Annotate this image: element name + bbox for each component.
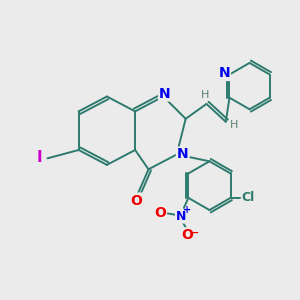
Text: H: H	[230, 120, 238, 130]
Text: O: O	[154, 206, 166, 220]
Text: N: N	[159, 86, 171, 100]
Text: H: H	[201, 90, 209, 100]
Text: N: N	[177, 148, 188, 161]
Text: O: O	[131, 194, 142, 208]
Text: N: N	[218, 66, 230, 80]
Text: N: N	[176, 210, 186, 223]
Text: Cl: Cl	[242, 191, 255, 204]
Text: O: O	[181, 228, 193, 242]
Text: −: −	[190, 228, 199, 238]
Text: +: +	[183, 205, 191, 215]
Text: I: I	[36, 150, 42, 165]
